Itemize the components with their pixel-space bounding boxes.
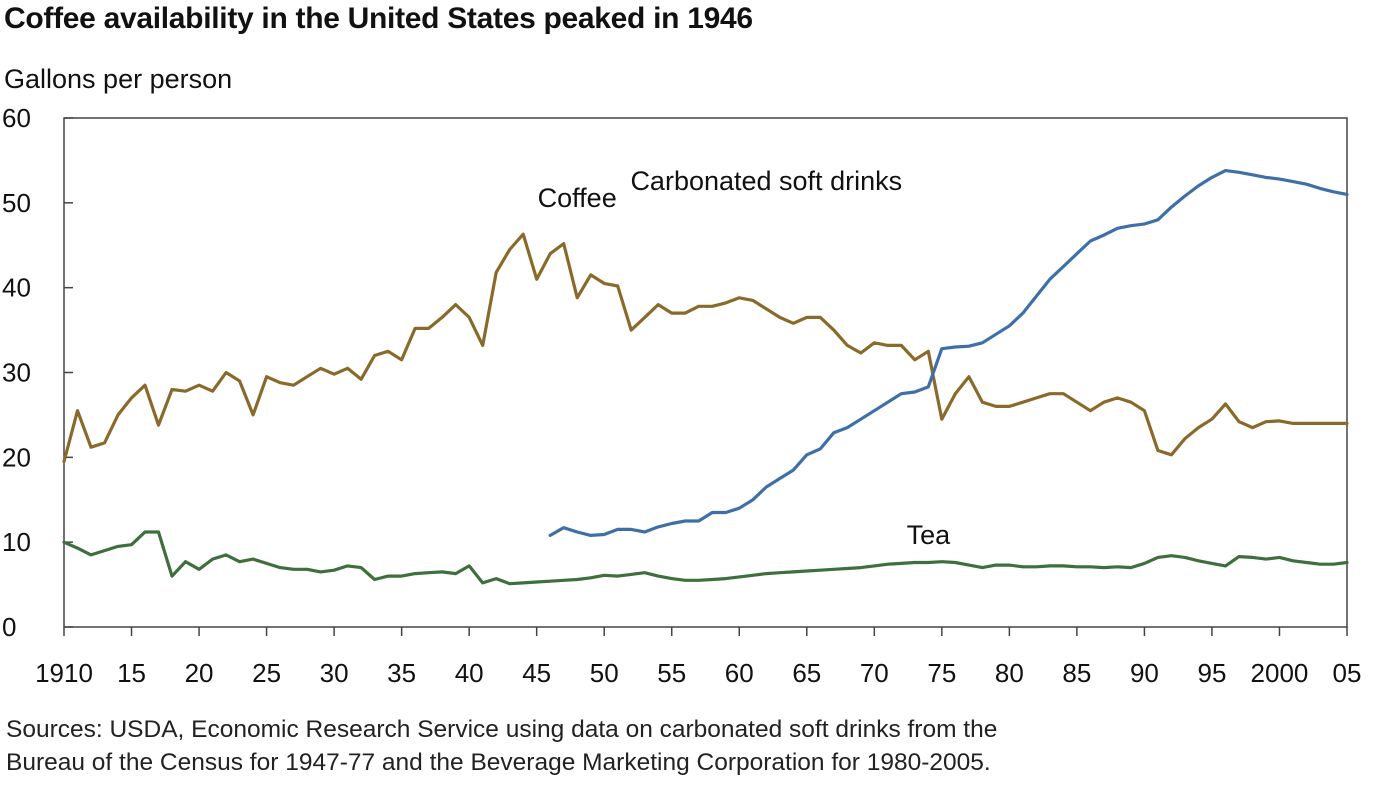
y-axis: 0 10 20 30 40 50 60 bbox=[2, 103, 73, 642]
tea-line bbox=[62, 530, 1349, 586]
series-label: Carbonated soft drinks bbox=[630, 166, 902, 196]
x-tick-label: 65 bbox=[792, 658, 821, 688]
x-tick-label: 90 bbox=[1130, 658, 1159, 688]
x-axis: 1910 15 20 25 30 35 40 45 50 55 60 65 70 75 80 85 90 95 20… bbox=[35, 627, 1361, 688]
x-tick-label: 55 bbox=[657, 658, 686, 688]
y-tick-label: 30 bbox=[2, 358, 31, 388]
x-tick-label: 25 bbox=[252, 658, 281, 688]
soft-drinks-line bbox=[548, 169, 1349, 538]
x-tick-label: 75 bbox=[927, 658, 956, 688]
x-tick-label: 1910 bbox=[35, 658, 93, 688]
series-labels: Coffee Carbonated soft drinks Tea bbox=[538, 166, 951, 550]
x-tick-label: 30 bbox=[320, 658, 349, 688]
sources-line-1: Sources: USDA, Economic Research Service… bbox=[6, 716, 998, 743]
y-tick-label: 40 bbox=[2, 273, 31, 303]
x-tick-label: 35 bbox=[387, 658, 416, 688]
x-tick-label: 70 bbox=[860, 658, 889, 688]
y-tick-label: 10 bbox=[2, 527, 31, 557]
x-tick-label: 85 bbox=[1062, 658, 1091, 688]
x-tick-label: 50 bbox=[590, 658, 619, 688]
x-tick-label: 80 bbox=[995, 658, 1024, 688]
sources-line-2: Bureau of the Census for 1947-77 and the… bbox=[6, 749, 991, 776]
chart-title: Coffee availability in the United States… bbox=[4, 2, 753, 35]
x-tick-label: 15 bbox=[117, 658, 146, 688]
x-tick-label: 40 bbox=[455, 658, 484, 688]
x-tick-label: 05 bbox=[1333, 658, 1362, 688]
y-tick-label: 50 bbox=[2, 188, 31, 218]
y-tick-label: 20 bbox=[2, 442, 31, 472]
coffee-line bbox=[62, 232, 1349, 464]
series-label: Tea bbox=[907, 520, 952, 550]
x-tick-label: 2000 bbox=[1251, 658, 1309, 688]
series-label: Coffee bbox=[538, 183, 617, 213]
y-tick-label: 60 bbox=[2, 103, 31, 133]
x-tick-label: 20 bbox=[185, 658, 214, 688]
x-tick-label: 95 bbox=[1197, 658, 1226, 688]
x-tick-label: 60 bbox=[725, 658, 754, 688]
series-group bbox=[62, 169, 1349, 586]
y-tick-label: 0 bbox=[2, 612, 16, 642]
x-tick-label: 45 bbox=[522, 658, 551, 688]
y-axis-label: Gallons per person bbox=[4, 64, 233, 94]
